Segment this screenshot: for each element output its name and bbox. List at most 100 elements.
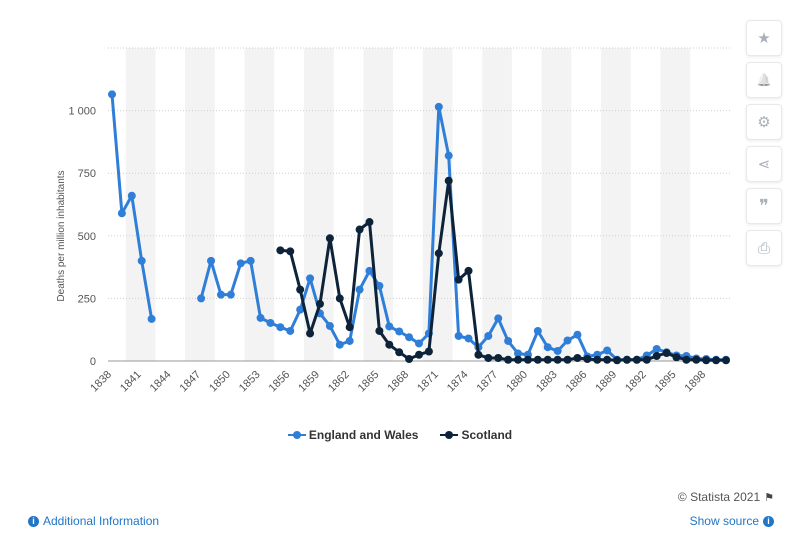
data-point[interactable] <box>226 290 235 299</box>
data-point[interactable] <box>246 256 255 265</box>
data-point[interactable] <box>474 350 483 359</box>
data-point[interactable] <box>207 256 216 265</box>
data-point[interactable] <box>236 259 245 268</box>
data-point[interactable] <box>355 285 364 294</box>
data-point[interactable] <box>533 355 542 364</box>
data-point[interactable] <box>256 313 265 322</box>
legend-item-scotland[interactable]: Scotland <box>440 428 512 442</box>
data-point[interactable] <box>375 281 384 290</box>
data-point[interactable] <box>335 340 344 349</box>
data-point[interactable] <box>325 234 334 243</box>
data-point[interactable] <box>296 285 305 294</box>
data-point[interactable] <box>682 355 691 364</box>
data-point[interactable] <box>454 331 463 340</box>
data-point[interactable] <box>652 344 661 353</box>
data-point[interactable] <box>603 346 612 355</box>
statista-credit[interactable]: © Statista 2021 ⚑ <box>678 490 774 504</box>
data-point[interactable] <box>662 348 671 357</box>
data-point[interactable] <box>355 225 364 234</box>
print-button[interactable]: ⎙ <box>746 230 782 266</box>
data-point[interactable] <box>306 329 315 338</box>
data-point[interactable] <box>573 353 582 362</box>
data-point[interactable] <box>395 348 404 357</box>
data-point[interactable] <box>464 334 473 343</box>
data-point[interactable] <box>415 350 423 359</box>
data-point[interactable] <box>444 151 453 160</box>
data-point[interactable] <box>266 318 275 327</box>
data-point[interactable] <box>563 355 572 364</box>
data-point[interactable] <box>147 314 156 323</box>
data-point[interactable] <box>523 355 532 364</box>
show-source-link[interactable]: Show source i <box>690 514 774 528</box>
data-point[interactable] <box>543 343 552 352</box>
data-point[interactable] <box>315 299 324 308</box>
data-point[interactable] <box>642 355 651 364</box>
legend-item-england-wales[interactable]: England and Wales <box>287 428 418 442</box>
data-point[interactable] <box>296 305 305 314</box>
data-point[interactable] <box>434 249 443 258</box>
data-point[interactable] <box>543 355 552 364</box>
data-point[interactable] <box>345 336 354 345</box>
data-point[interactable] <box>494 353 503 362</box>
data-point[interactable] <box>722 356 730 365</box>
data-point[interactable] <box>325 321 334 330</box>
data-point[interactable] <box>632 355 641 364</box>
data-point[interactable] <box>553 346 562 355</box>
data-point[interactable] <box>286 247 295 256</box>
data-point[interactable] <box>563 336 572 345</box>
data-point[interactable] <box>702 356 711 365</box>
data-point[interactable] <box>276 246 285 255</box>
data-point[interactable] <box>276 323 285 332</box>
data-point[interactable] <box>593 355 602 364</box>
data-point[interactable] <box>385 340 394 349</box>
data-point[interactable] <box>504 336 513 345</box>
data-point[interactable] <box>583 354 592 363</box>
data-point[interactable] <box>395 327 404 336</box>
data-point[interactable] <box>692 355 701 364</box>
data-point[interactable] <box>444 176 453 185</box>
data-point[interactable] <box>306 274 315 283</box>
data-point[interactable] <box>672 353 681 362</box>
favorite-button[interactable]: ★ <box>746 20 782 56</box>
data-point[interactable] <box>514 355 523 364</box>
data-point[interactable] <box>622 355 631 364</box>
additional-information-link[interactable]: i Additional Information <box>28 514 159 528</box>
data-point[interactable] <box>117 209 126 218</box>
data-point[interactable] <box>712 356 721 365</box>
data-point[interactable] <box>365 266 374 275</box>
data-point[interactable] <box>434 102 443 111</box>
data-point[interactable] <box>365 218 374 227</box>
data-point[interactable] <box>127 191 136 200</box>
data-point[interactable] <box>286 326 295 335</box>
data-point[interactable] <box>216 290 225 299</box>
data-point[interactable] <box>197 294 206 303</box>
data-point[interactable] <box>613 356 622 365</box>
cite-button[interactable]: ❞ <box>746 188 782 224</box>
x-tick-label: 1877 <box>475 369 501 395</box>
data-point[interactable] <box>375 326 384 335</box>
data-point[interactable] <box>484 331 493 340</box>
data-point[interactable] <box>385 322 394 331</box>
settings-button[interactable]: ⚙ <box>746 104 782 140</box>
data-point[interactable] <box>533 326 542 335</box>
data-point[interactable] <box>137 256 146 265</box>
data-point[interactable] <box>553 355 562 364</box>
notification-button[interactable]: 🔔 <box>746 62 782 98</box>
data-point[interactable] <box>108 90 116 99</box>
data-point[interactable] <box>405 354 414 363</box>
data-point[interactable] <box>335 294 344 303</box>
data-point[interactable] <box>573 330 582 339</box>
share-button[interactable]: ⋖ <box>746 146 782 182</box>
data-point[interactable] <box>424 347 433 356</box>
data-point[interactable] <box>484 353 493 362</box>
data-point[interactable] <box>494 314 503 323</box>
data-point[interactable] <box>504 355 513 364</box>
data-point[interactable] <box>415 339 423 348</box>
data-point[interactable] <box>652 351 661 360</box>
data-point[interactable] <box>454 275 463 284</box>
data-point[interactable] <box>405 333 414 342</box>
data-point[interactable] <box>464 266 473 275</box>
data-point[interactable] <box>603 355 612 364</box>
data-point[interactable] <box>345 323 354 332</box>
data-point[interactable] <box>514 349 523 358</box>
